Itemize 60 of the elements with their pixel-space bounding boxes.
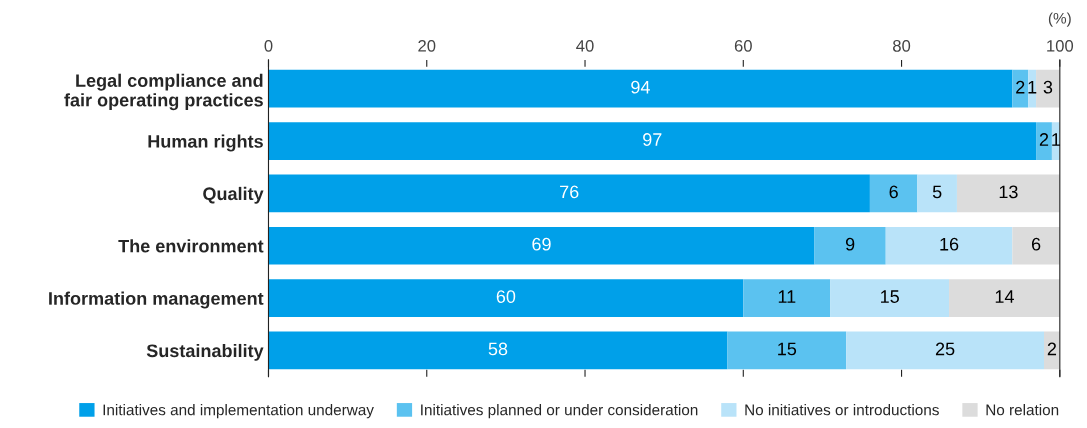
y-tick-label: The environment xyxy=(118,239,264,253)
bar xyxy=(268,226,815,265)
bar xyxy=(268,122,1037,160)
y-tick-label: Sustainability xyxy=(146,343,264,361)
bar xyxy=(1028,69,1037,108)
data-label: 15 xyxy=(778,342,797,356)
legend-label: Initiatives planned or under consideration xyxy=(421,404,698,419)
bar xyxy=(846,331,1044,370)
data-label: 13 xyxy=(999,185,1018,199)
x-tick-label: 20 xyxy=(418,39,436,52)
bar xyxy=(830,279,950,317)
x-axis-title: (%) xyxy=(1048,12,1071,27)
bar xyxy=(268,174,870,213)
bar xyxy=(917,174,957,213)
data-label: 1 xyxy=(1028,80,1037,94)
bar xyxy=(814,226,886,265)
bar xyxy=(743,279,831,317)
bar xyxy=(1036,69,1060,108)
bar xyxy=(727,331,847,370)
bar xyxy=(1012,226,1060,265)
data-label: 6 xyxy=(1031,237,1041,251)
data-label: 97 xyxy=(643,133,662,146)
x-tick-label: 60 xyxy=(734,39,752,52)
data-label: 60 xyxy=(496,290,516,303)
bar xyxy=(1036,122,1052,160)
y-tick-label: Information management xyxy=(49,291,264,309)
bar xyxy=(949,279,1060,317)
data-label: 94 xyxy=(631,80,650,94)
data-label: 14 xyxy=(995,290,1014,303)
data-label: 3 xyxy=(1043,80,1053,94)
data-label: 58 xyxy=(488,342,508,356)
data-label: 25 xyxy=(935,342,955,356)
bar xyxy=(885,226,1013,265)
data-label: 11 xyxy=(778,290,796,303)
y-tick-label: Quality xyxy=(203,186,264,204)
x-tick-label: 100 xyxy=(1047,39,1074,52)
bar xyxy=(268,331,728,370)
data-label: 5 xyxy=(932,185,942,199)
legend-label: No initiatives or introductions xyxy=(745,404,939,416)
data-label: 15 xyxy=(881,290,899,303)
data-label: 2 xyxy=(1047,342,1057,356)
legend-label: Initiatives and implementation underway xyxy=(103,404,374,419)
x-tick-label: 40 xyxy=(576,39,594,52)
data-label: 16 xyxy=(940,237,959,251)
data-label: 76 xyxy=(560,185,579,199)
data-label: 69 xyxy=(532,237,551,251)
bar xyxy=(268,279,744,317)
data-label: 2 xyxy=(1016,80,1025,94)
legend-label: No relation xyxy=(986,404,1059,416)
bar xyxy=(268,69,1013,108)
bar xyxy=(869,174,918,213)
data-label: 6 xyxy=(889,185,898,199)
y-tick-label: Human rights xyxy=(148,134,263,152)
x-tick-label: 80 xyxy=(893,39,911,52)
bar xyxy=(1012,69,1029,108)
x-tick-label: 0 xyxy=(264,39,273,52)
data-label: 2 xyxy=(1039,133,1049,146)
y-tick-label: Legal compliance and fair operating practices xyxy=(64,73,263,111)
data-label: 9 xyxy=(845,237,855,251)
bar xyxy=(956,174,1060,213)
